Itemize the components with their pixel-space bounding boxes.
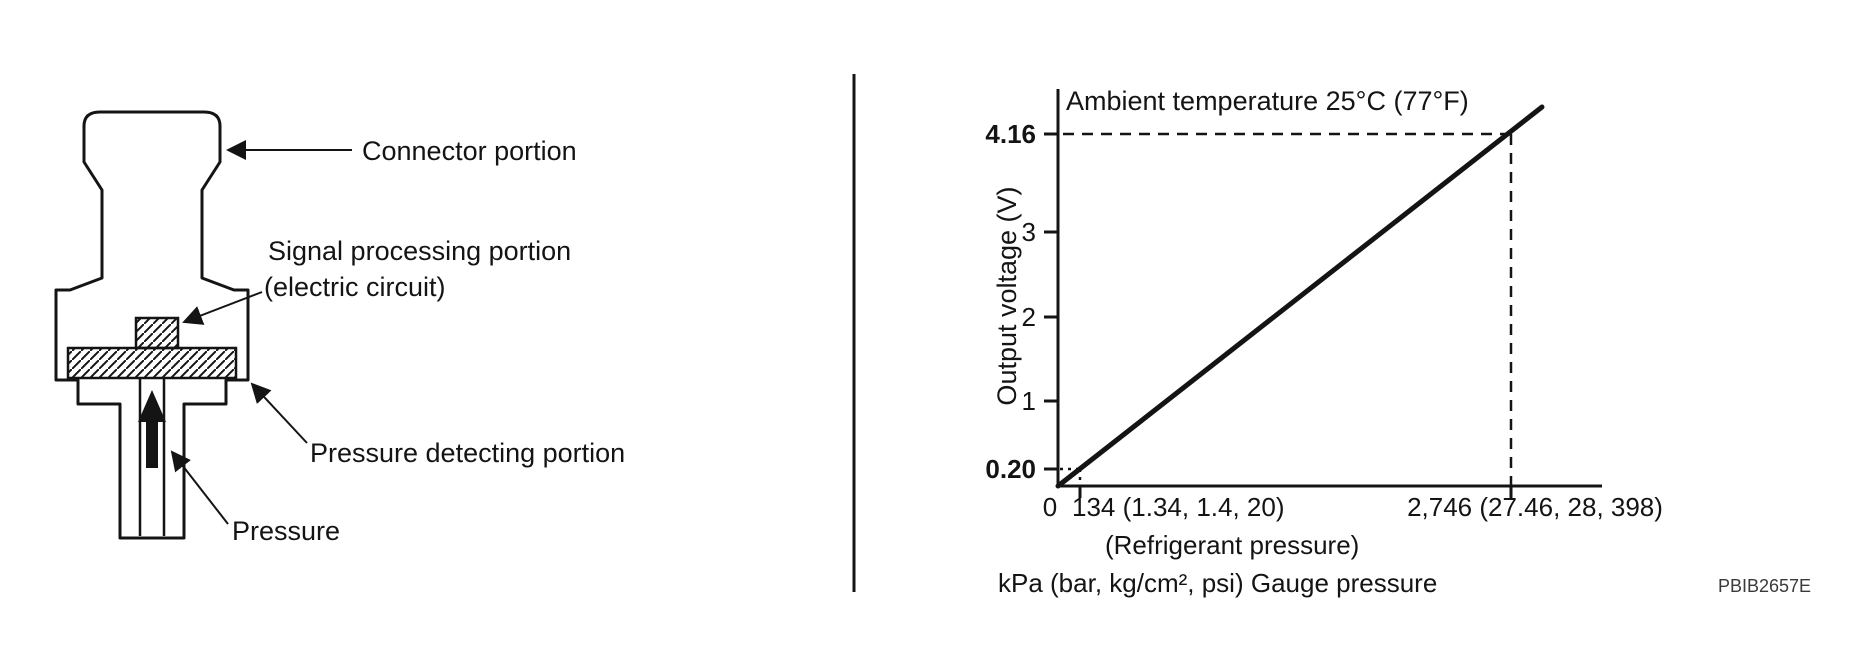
pressure-port-tube <box>138 378 166 536</box>
y-tick-3: 3 <box>1022 217 1036 247</box>
y-tick-1: 1 <box>1022 386 1036 416</box>
leader-pressure <box>170 450 229 525</box>
y-axis-label: Output voltage (V) <box>992 186 1022 405</box>
x-tick-0: 0 <box>1043 492 1057 522</box>
pressure-up-arrow-icon <box>138 390 166 468</box>
chart-title: Ambient temperature 25°C (77°F) <box>1066 86 1469 116</box>
leader-pressure-detecting <box>250 382 308 444</box>
x-tick-2746: 2,746 (27.46, 28, 398) <box>1407 492 1663 522</box>
label-pressure: Pressure <box>232 516 340 546</box>
pressure-detecting-block <box>66 346 238 380</box>
leader-signal-processing <box>182 291 263 325</box>
label-pressure-detecting-portion: Pressure detecting portion <box>310 438 625 468</box>
label-signal-processing-line1: Signal processing portion <box>268 236 571 266</box>
y-tick-2: 2 <box>1022 302 1036 332</box>
sensor-diagram: Connector portion Signal processing port… <box>54 110 625 546</box>
x-tick-134: 134 (1.34, 1.4, 20) <box>1072 492 1284 522</box>
y-tick-0_20: 0.20 <box>985 454 1036 484</box>
signal-processing-block <box>134 316 180 350</box>
pressure-voltage-chart: Ambient temperature 25°C (77°F) Output v… <box>985 86 1663 598</box>
figure-code: PBIB2657E <box>1718 576 1811 596</box>
x-axis-note: (Refrigerant pressure) <box>1105 530 1359 560</box>
y-tick-4_16: 4.16 <box>985 119 1036 149</box>
sensor-body-outline <box>54 110 250 540</box>
voltage-pressure-line <box>1055 104 1545 489</box>
label-connector-portion: Connector portion <box>362 136 577 166</box>
y-axis-ticks <box>1044 132 1058 471</box>
x-axis-unit: kPa (bar, kg/cm², psi) Gauge pressure <box>998 568 1437 598</box>
label-signal-processing-line2: (electric circuit) <box>264 272 446 302</box>
x-axis-ticks <box>1078 486 1513 498</box>
